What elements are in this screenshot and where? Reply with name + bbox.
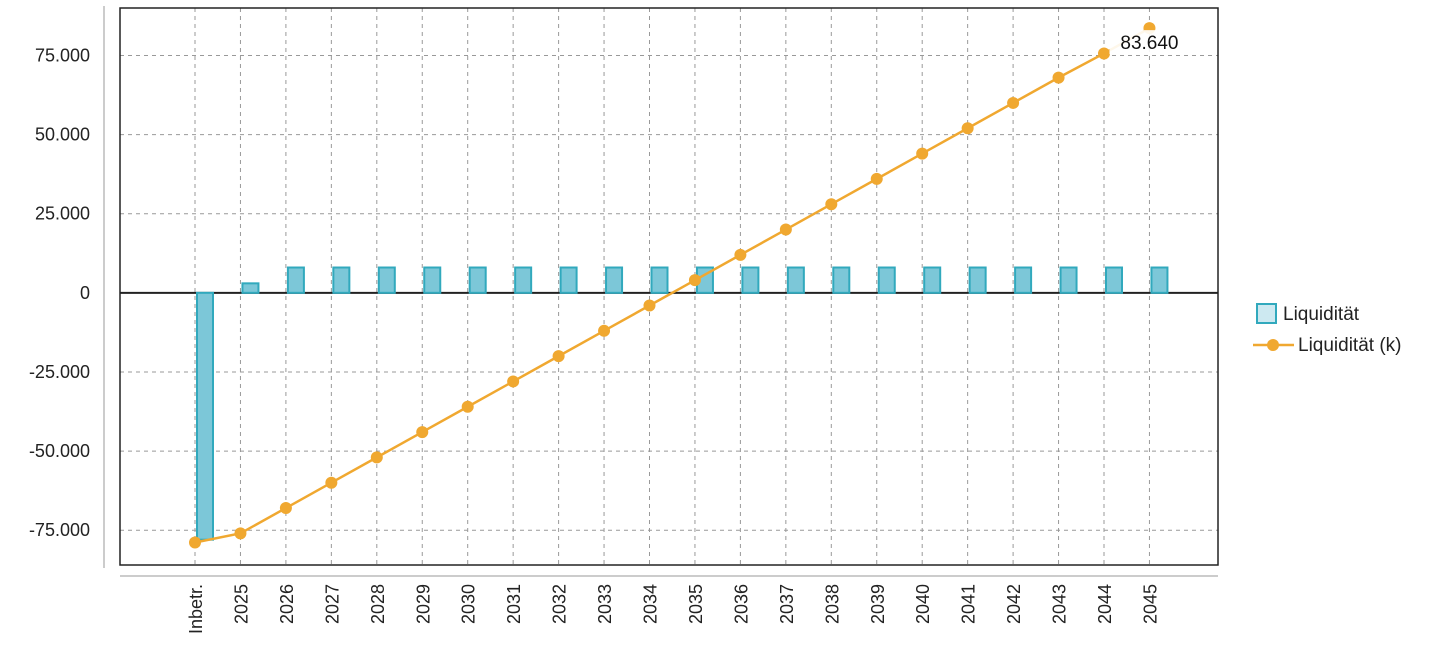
bar-2025: [241, 282, 260, 294]
x-tick-label: 2044: [1095, 584, 1115, 624]
x-tick-label: 2040: [913, 584, 933, 624]
bar-2033: [605, 266, 624, 294]
line-point-2042: [1007, 96, 1020, 109]
x-tick-label: 2037: [777, 584, 797, 624]
x-tick-label: 2041: [959, 584, 979, 624]
y-tick-label: 0: [80, 283, 90, 303]
line-point-2044: [1098, 47, 1110, 60]
bar-2041: [968, 266, 987, 294]
x-tick-label: 2028: [368, 584, 388, 624]
bar-2032: [559, 266, 578, 294]
y-tick-label: -25.000: [29, 362, 90, 382]
bar-2030: [468, 266, 487, 294]
bar-2037: [786, 266, 805, 294]
legend: Liquidität Liquidität (k): [1253, 303, 1402, 356]
x-tick-label: 2045: [1140, 584, 1160, 624]
bar-2026: [286, 266, 305, 294]
line-point-2039: [870, 172, 883, 185]
x-tick-label: 2033: [595, 584, 615, 624]
x-tick-label: 2035: [686, 584, 706, 624]
x-tick-label: 2042: [1004, 584, 1024, 624]
bar-2036: [741, 266, 760, 294]
x-axis-ticks: Inbetr. 2025 2026 2027 2028 2029 2030 2031 2032 2…: [186, 584, 1160, 634]
bar-2042: [1014, 266, 1033, 294]
x-tick-label: Inbetr.: [186, 584, 206, 634]
bar-Inbetr.: [196, 291, 214, 541]
line-point-2032: [552, 350, 565, 363]
bar-2044: [1105, 266, 1123, 294]
bar-2029: [423, 266, 442, 294]
line-point-2035: [688, 274, 701, 287]
line-point-2034: [643, 299, 656, 312]
line-point-Inbetr.: [189, 536, 201, 549]
line-point-2037: [779, 223, 792, 236]
legend-label-line: Liquidität (k): [1298, 335, 1402, 356]
line-point-2028: [370, 451, 383, 464]
line-path: [194, 27, 1151, 544]
line-point-2029: [416, 426, 429, 439]
y-tick-label: 25.000: [35, 204, 90, 224]
y-tick-label: -50.000: [29, 441, 90, 461]
bar-series: [196, 266, 1169, 541]
data-label: 83.640: [1120, 33, 1178, 54]
x-tick-label: 2031: [504, 584, 524, 624]
line-point-2036: [734, 248, 747, 261]
bar-2043: [1059, 266, 1078, 294]
line-point-2041: [961, 122, 974, 135]
bar-2034: [650, 266, 669, 294]
bar-2039: [877, 266, 896, 294]
y-tick-label: 75.000: [35, 45, 90, 65]
x-tick-label: 2026: [277, 584, 297, 624]
y-tick-label: -75.000: [29, 520, 90, 540]
x-tick-label: 2029: [413, 584, 433, 624]
bar-2045: [1150, 266, 1169, 294]
x-tick-label: 2027: [322, 584, 342, 624]
grid: [120, 8, 1218, 565]
x-tick-label: 2038: [822, 584, 842, 624]
legend-swatch-marker: [1267, 339, 1279, 351]
y-tick-label: 50.000: [35, 125, 90, 145]
line-point-2040: [916, 147, 929, 160]
data-label-bg: [1109, 30, 1192, 55]
x-tick-label: 2025: [231, 584, 251, 624]
x-tick-label: 2039: [868, 584, 888, 624]
line-point-2033: [598, 324, 611, 337]
x-tick-label: 2032: [550, 584, 570, 624]
bar-2038: [832, 266, 851, 294]
line-point-2026: [279, 502, 292, 515]
x-tick-label: 2036: [731, 584, 751, 624]
bar-2040: [923, 266, 942, 294]
annotations: 83.640: [1109, 30, 1192, 55]
x-tick-label: 2043: [1050, 584, 1070, 624]
bar-2028: [377, 266, 396, 294]
line-point-2030: [461, 400, 474, 413]
line-point-2038: [825, 198, 838, 211]
bar-2027: [332, 266, 351, 294]
line-point-2031: [507, 375, 520, 388]
x-tick-label: 2030: [459, 584, 479, 624]
line-point-2025: [234, 527, 247, 540]
plot-frame: [103, 6, 1219, 577]
x-tick-label: 2034: [641, 584, 661, 624]
line-point-2027: [325, 476, 338, 489]
line-point-2043: [1052, 71, 1065, 84]
legend-label-bar: Liquidität: [1283, 304, 1360, 325]
y-axis-ticks: -75.000 -50.000 -25.000 0 25.000 50.000 75.000: [29, 45, 90, 540]
plot-border: [119, 7, 1219, 566]
legend-swatch-bar: [1256, 303, 1277, 324]
bar-2031: [514, 266, 533, 294]
